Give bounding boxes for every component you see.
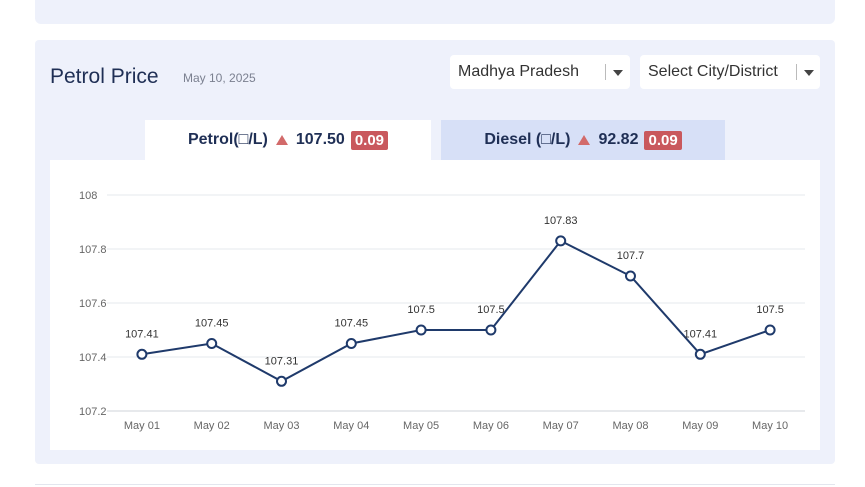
tab-petrol-label: Petrol(□/L)	[187, 131, 268, 148]
x-tick-label: May 03	[263, 420, 299, 432]
data-point	[764, 324, 776, 336]
x-tick-label: May 06	[473, 420, 509, 432]
city-district-select[interactable]: Select City/District	[640, 55, 820, 89]
x-tick-label: May 07	[543, 420, 579, 432]
previous-card	[35, 0, 835, 24]
tab-diesel[interactable]: Diesel (□/L) 92.82 0.09	[441, 120, 725, 160]
data-label: 107.31	[265, 355, 299, 367]
data-label: 107.83	[544, 215, 578, 227]
data-point	[415, 324, 427, 336]
city-select-placeholder: Select City/District	[648, 63, 778, 80]
data-label: 107.41	[125, 328, 159, 340]
data-point	[345, 338, 357, 349]
y-tick-label: 107.6	[79, 298, 107, 310]
up-triangle-icon	[578, 135, 591, 145]
x-tick-label: May 02	[194, 420, 230, 432]
data-label: 107.41	[683, 328, 717, 340]
diesel-price-value: 92.82	[598, 131, 639, 148]
data-point	[694, 348, 706, 360]
tab-diesel-label: Diesel (□/L)	[484, 131, 571, 148]
data-point	[276, 375, 287, 387]
x-tick-label: May 05	[403, 420, 439, 432]
series-line	[141, 239, 771, 383]
state-select-value: Madhya Pradesh	[458, 63, 579, 80]
select-divider	[796, 64, 797, 80]
y-tick-label: 107.4	[79, 352, 107, 364]
chevron-down-icon[interactable]	[613, 70, 623, 76]
data-label: 107.7	[617, 250, 645, 262]
data-label: 107.45	[334, 318, 368, 330]
tab-petrol[interactable]: Petrol(□/L) 107.50 0.09	[145, 120, 431, 160]
select-divider	[605, 64, 606, 80]
divider	[35, 484, 835, 485]
petrol-change-badge: 0.09	[350, 130, 389, 150]
data-point	[206, 338, 218, 349]
data-label: 107.45	[195, 318, 229, 330]
x-tick-label: May 01	[124, 420, 160, 432]
price-chart: 108 107.8 107.6 107.4 107.2 May 01 May 02 May 0…	[50, 160, 820, 450]
x-tick-label: May 04	[333, 420, 369, 432]
data-point	[625, 270, 636, 282]
data-point	[555, 235, 567, 247]
y-tick-label: 107.8	[79, 244, 107, 256]
up-triangle-icon	[275, 135, 288, 145]
petrol-price-value: 107.50	[295, 131, 345, 148]
data-label: 107.5	[756, 304, 784, 316]
diesel-change-badge: 0.09	[644, 130, 682, 150]
x-tick-label: May 09	[682, 420, 718, 432]
x-tick-label: May 08	[612, 420, 648, 432]
data-point	[136, 348, 148, 360]
y-tick-label: 107.2	[79, 406, 107, 418]
data-label: 107.5	[407, 304, 435, 316]
line-chart-svg: 108 107.8 107.6 107.4 107.2 May 01 May 02 May 0…	[79, 190, 805, 432]
page-title: Petrol Price	[50, 65, 159, 88]
data-point	[485, 324, 497, 336]
price-date: May 10, 2025	[183, 71, 256, 85]
x-tick-label: May 10	[752, 420, 788, 432]
data-label: 107.5	[477, 304, 505, 316]
state-select[interactable]: Madhya Pradesh	[450, 55, 630, 89]
petrol-price-panel: Petrol Price May 10, 2025 Madhya Pradesh…	[35, 40, 835, 464]
chevron-down-icon[interactable]	[804, 70, 814, 76]
y-tick-label: 108	[79, 190, 97, 202]
